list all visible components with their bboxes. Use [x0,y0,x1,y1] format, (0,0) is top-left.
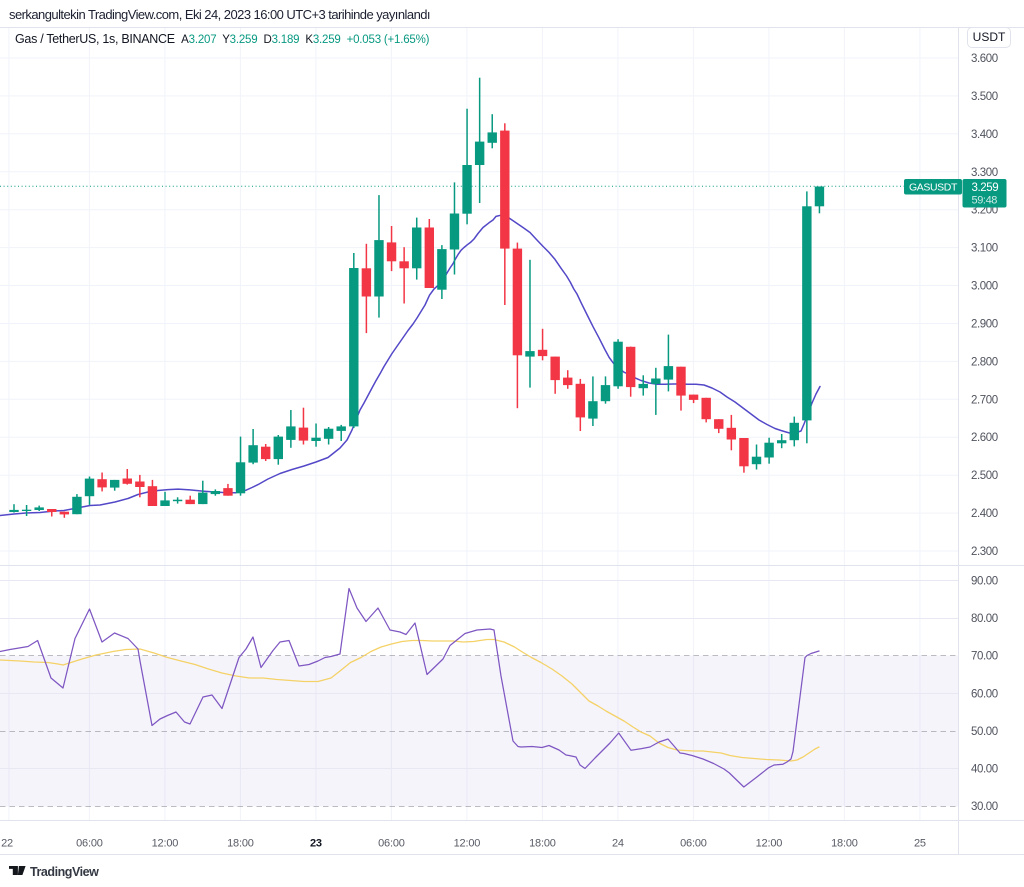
svg-text:18:00: 18:00 [529,838,556,850]
svg-text:3.300: 3.300 [971,167,998,179]
svg-text:80.00: 80.00 [971,613,998,625]
svg-text:12:00: 12:00 [152,838,179,850]
svg-text:3.000: 3.000 [971,281,998,293]
svg-text:12:00: 12:00 [756,838,783,850]
svg-text:70.00: 70.00 [971,651,998,663]
svg-text:22: 22 [1,838,13,850]
svg-text:2.900: 2.900 [971,319,998,331]
svg-text:24: 24 [612,838,624,850]
svg-text:18:00: 18:00 [831,838,858,850]
svg-text:25: 25 [914,838,926,850]
svg-text:06:00: 06:00 [76,838,103,850]
svg-text:3.400: 3.400 [971,129,998,141]
svg-text:06:00: 06:00 [680,838,707,850]
svg-text:12:00: 12:00 [454,838,481,850]
svg-text:3.600: 3.600 [971,53,998,65]
svg-text:3.500: 3.500 [971,91,998,103]
svg-text:2.700: 2.700 [971,394,998,406]
svg-text:50.00: 50.00 [971,726,998,738]
svg-text:30.00: 30.00 [971,801,998,813]
svg-text:3.259: 3.259 [972,182,999,194]
svg-text:60.00: 60.00 [971,688,998,700]
svg-text:3.200: 3.200 [971,205,998,217]
svg-text:23: 23 [310,838,322,850]
svg-text:59:48: 59:48 [972,195,998,207]
svg-text:3.100: 3.100 [971,243,998,255]
svg-text:18:00: 18:00 [227,838,254,850]
svg-text:40.00: 40.00 [971,764,998,776]
svg-text:2.300: 2.300 [971,546,998,558]
svg-text:2.800: 2.800 [971,356,998,368]
svg-text:06:00: 06:00 [378,838,405,850]
svg-text:2.400: 2.400 [971,508,998,520]
svg-text:2.600: 2.600 [971,432,998,444]
svg-text:GASUSDT: GASUSDT [909,182,958,194]
svg-text:90.00: 90.00 [971,576,998,588]
svg-text:2.500: 2.500 [971,470,998,482]
